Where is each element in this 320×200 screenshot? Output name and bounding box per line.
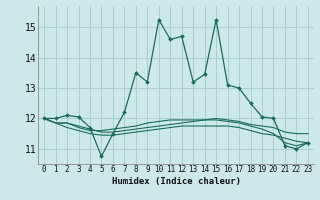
X-axis label: Humidex (Indice chaleur): Humidex (Indice chaleur) [111, 177, 241, 186]
